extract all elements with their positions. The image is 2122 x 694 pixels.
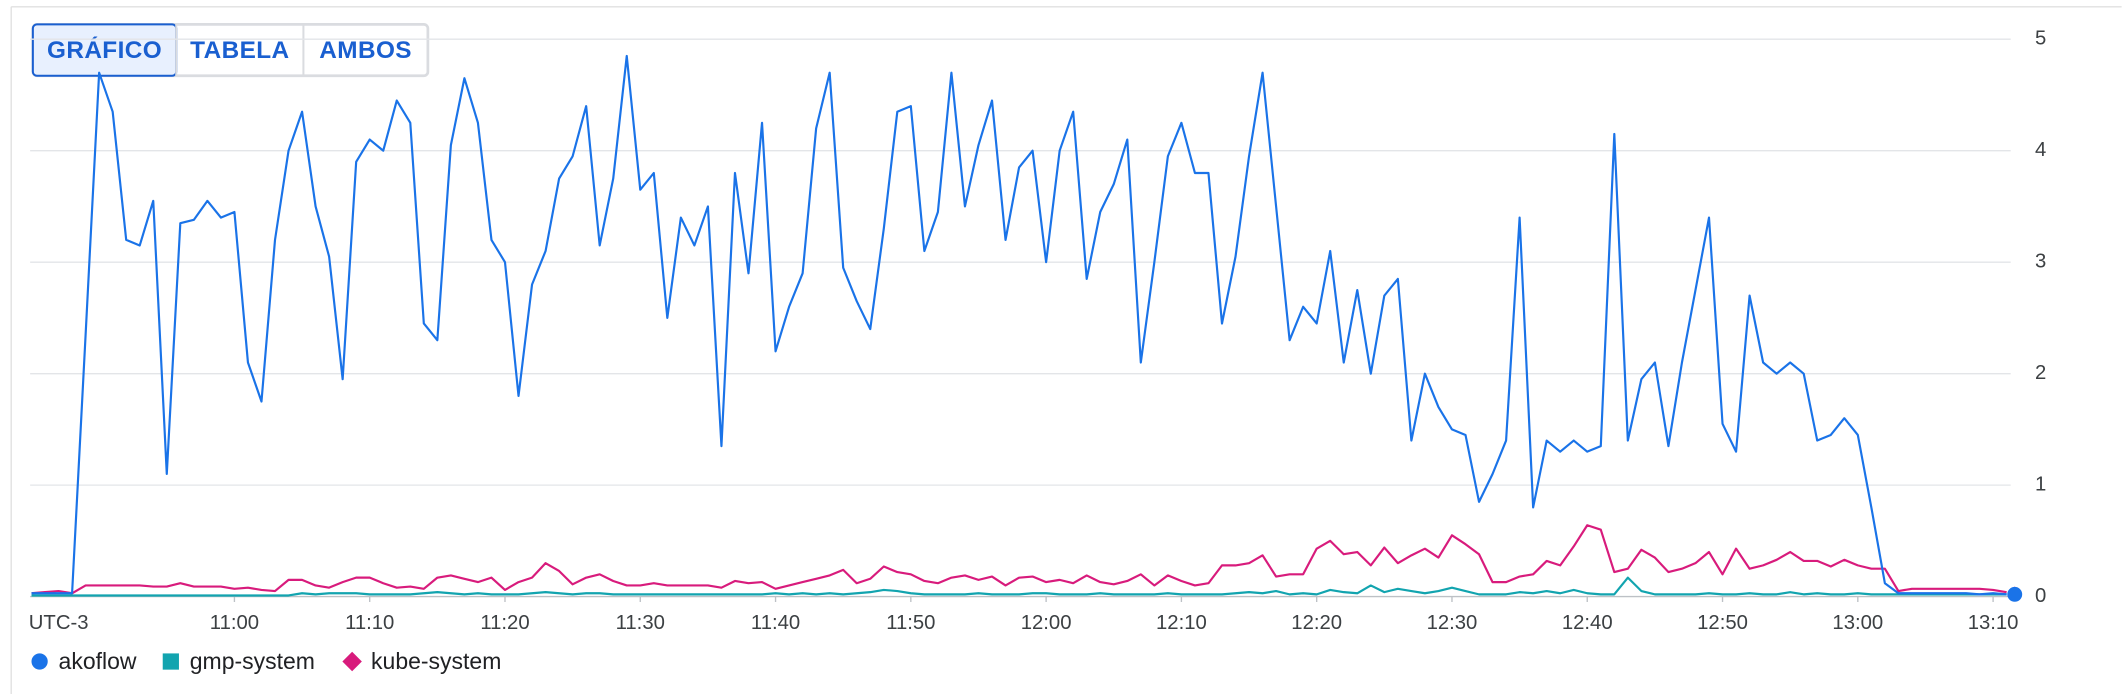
x-tick-label: 12:10 xyxy=(1156,612,1207,634)
y-tick-label: 4 xyxy=(2035,139,2046,161)
legend-label: kube-system xyxy=(371,648,501,674)
x-tick-label: 12:20 xyxy=(1291,612,1342,634)
y-tick-label: 0 xyxy=(2035,585,2046,607)
y-tick-label: 3 xyxy=(2035,251,2046,273)
view-tabs: GRÁFICO TABELA AMBOS xyxy=(31,22,430,78)
x-tick-label: 12:50 xyxy=(1697,612,1748,634)
x-tick-label: 12:00 xyxy=(1021,612,1072,634)
y-tick-label: 5 xyxy=(2035,28,2046,50)
x-tick-label: 11:40 xyxy=(751,612,800,634)
legend-marker xyxy=(31,653,48,670)
x-tick-label: 12:30 xyxy=(1427,612,1478,634)
series-line xyxy=(31,524,2007,595)
legend-label: gmp-system xyxy=(190,648,315,674)
x-tick-label: 11:20 xyxy=(480,612,529,634)
series-line xyxy=(31,54,2007,596)
legend-marker xyxy=(162,653,179,670)
tab-label[interactable]: AMBOS xyxy=(319,37,412,64)
legend-marker xyxy=(342,651,362,672)
x-tick-label: 13:00 xyxy=(1832,612,1883,634)
y-tick-label: 2 xyxy=(2035,362,2046,384)
x-tick-label: 11:10 xyxy=(345,612,394,634)
x-tick-label: 11:50 xyxy=(886,612,935,634)
series-line xyxy=(31,576,2007,597)
y-tick-label: 1 xyxy=(2035,473,2046,495)
x-tick-label: 13:10 xyxy=(1968,612,2019,634)
tab-label[interactable]: GRÁFICO xyxy=(47,36,162,64)
x-tick-label: 12:40 xyxy=(1562,612,1613,634)
last-point-marker xyxy=(2007,586,2023,602)
tab-label[interactable]: TABELA xyxy=(190,37,289,64)
x-tick-label: 11:30 xyxy=(616,612,665,634)
legend-label: akoflow xyxy=(59,648,137,674)
x-axis-label: UTC-3 xyxy=(29,612,89,634)
x-tick-label: 11:00 xyxy=(210,612,259,634)
